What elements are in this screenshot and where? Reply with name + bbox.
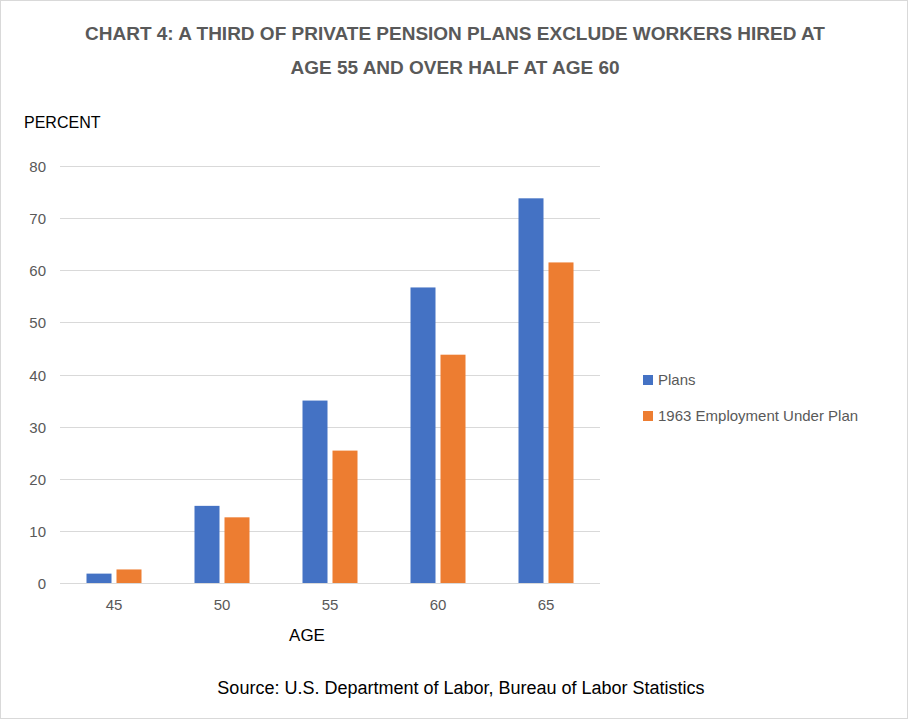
grid-line (60, 166, 600, 167)
legend-swatch (643, 411, 653, 421)
x-tick-label: 50 (214, 596, 231, 613)
legend: Plans 1963 Employment Under Plan (643, 371, 858, 424)
legend-label: 1963 Employment Under Plan (658, 407, 858, 424)
legend-swatch (643, 375, 653, 385)
y-tick-label: 60 (29, 262, 46, 279)
chart-container: CHART 4: A THIRD OF PRIVATE PENSION PLAN… (0, 0, 908, 719)
bars (87, 198, 574, 583)
x-tick-label: 60 (430, 596, 447, 613)
chart-svg: CHART 4: A THIRD OF PRIVATE PENSION PLAN… (0, 0, 908, 719)
y-tick-label: 70 (29, 210, 46, 227)
x-axis-line (60, 583, 600, 584)
bar (87, 574, 112, 583)
bar (195, 506, 220, 583)
y-tick-label: 80 (29, 158, 46, 175)
bar (441, 355, 466, 583)
title-line: AGE 55 AND OVER HALF AT AGE 60 (290, 57, 619, 78)
legend-label: Plans (658, 371, 696, 388)
bar (303, 401, 328, 583)
source-note: Source: U.S. Department of Labor, Bureau… (217, 678, 704, 698)
x-tick-label: 55 (322, 596, 339, 613)
y-axis-label: PERCENT (24, 114, 101, 131)
y-tick-label: 50 (29, 314, 46, 331)
x-tick-label: 45 (106, 596, 123, 613)
bar (117, 569, 142, 583)
y-tick-label: 30 (29, 419, 46, 436)
chart-title: CHART 4: A THIRD OF PRIVATE PENSION PLAN… (85, 23, 825, 78)
bar (519, 198, 544, 583)
x-axis-label: AGE (289, 626, 325, 645)
bar (549, 262, 574, 583)
bar (225, 517, 250, 583)
y-tick-label: 40 (29, 367, 46, 384)
bar (333, 451, 358, 583)
bar (411, 287, 436, 583)
y-tick-label: 10 (29, 523, 46, 540)
y-tick-label: 0 (38, 575, 46, 592)
chart-border (1, 1, 908, 719)
y-tick-label: 20 (29, 471, 46, 488)
x-tick-label: 65 (538, 596, 555, 613)
title-line: CHART 4: A THIRD OF PRIVATE PENSION PLAN… (85, 23, 825, 44)
